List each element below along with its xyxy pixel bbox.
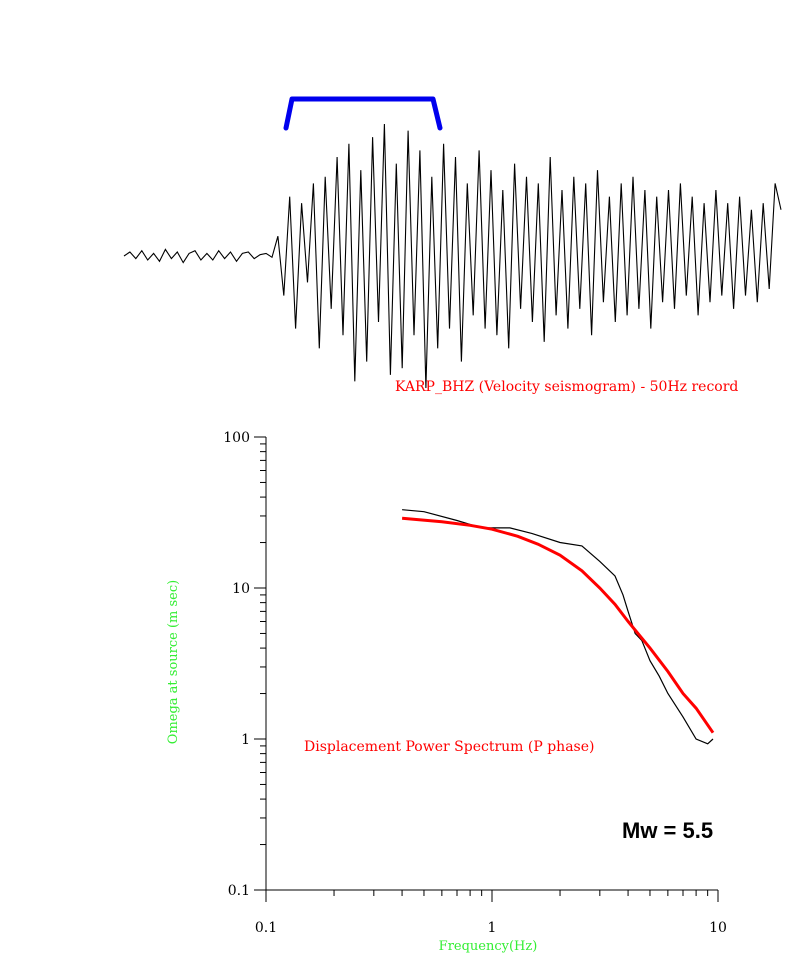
p-wave-window-bracket bbox=[283, 96, 443, 131]
y-axis-label: Omega at source (m sec) bbox=[166, 580, 181, 744]
x-tick-label: 0.1 bbox=[255, 920, 277, 936]
y-tick-label: 10 bbox=[232, 581, 250, 597]
x-tick-label: 1 bbox=[488, 920, 497, 936]
y-tick-label: 0.1 bbox=[228, 883, 250, 899]
y-tick-label: 100 bbox=[223, 430, 250, 446]
model-spectrum-line bbox=[401, 516, 715, 734]
x-axis-label: Frequency(Hz) bbox=[439, 939, 538, 954]
velocity-seismogram-trace bbox=[123, 123, 782, 389]
seismogram-caption: KARP_BHZ (Velocity seismogram) - 50Hz re… bbox=[395, 379, 738, 395]
seismogram-panel: KARP_BHZ (Velocity seismogram) - 50Hz re… bbox=[123, 96, 782, 395]
spectrum-panel: 0.1 1 10 100 0.1 1 10 Displacement Power Spec… bbox=[166, 430, 727, 954]
x-axis-ticks bbox=[265, 890, 719, 902]
y-tick-label: 1 bbox=[241, 732, 250, 748]
y-axis-tick-labels: 0.1 1 10 100 bbox=[223, 430, 250, 899]
spectrum-annotation: Displacement Power Spectrum (P phase) bbox=[304, 739, 594, 755]
y-axis-ticks bbox=[254, 436, 266, 891]
magnitude-label: Mw = 5.5 bbox=[622, 818, 713, 843]
x-axis-tick-labels: 0.1 1 10 bbox=[255, 920, 727, 936]
observed-spectrum-line bbox=[402, 509, 714, 745]
x-tick-label: 10 bbox=[709, 920, 727, 936]
